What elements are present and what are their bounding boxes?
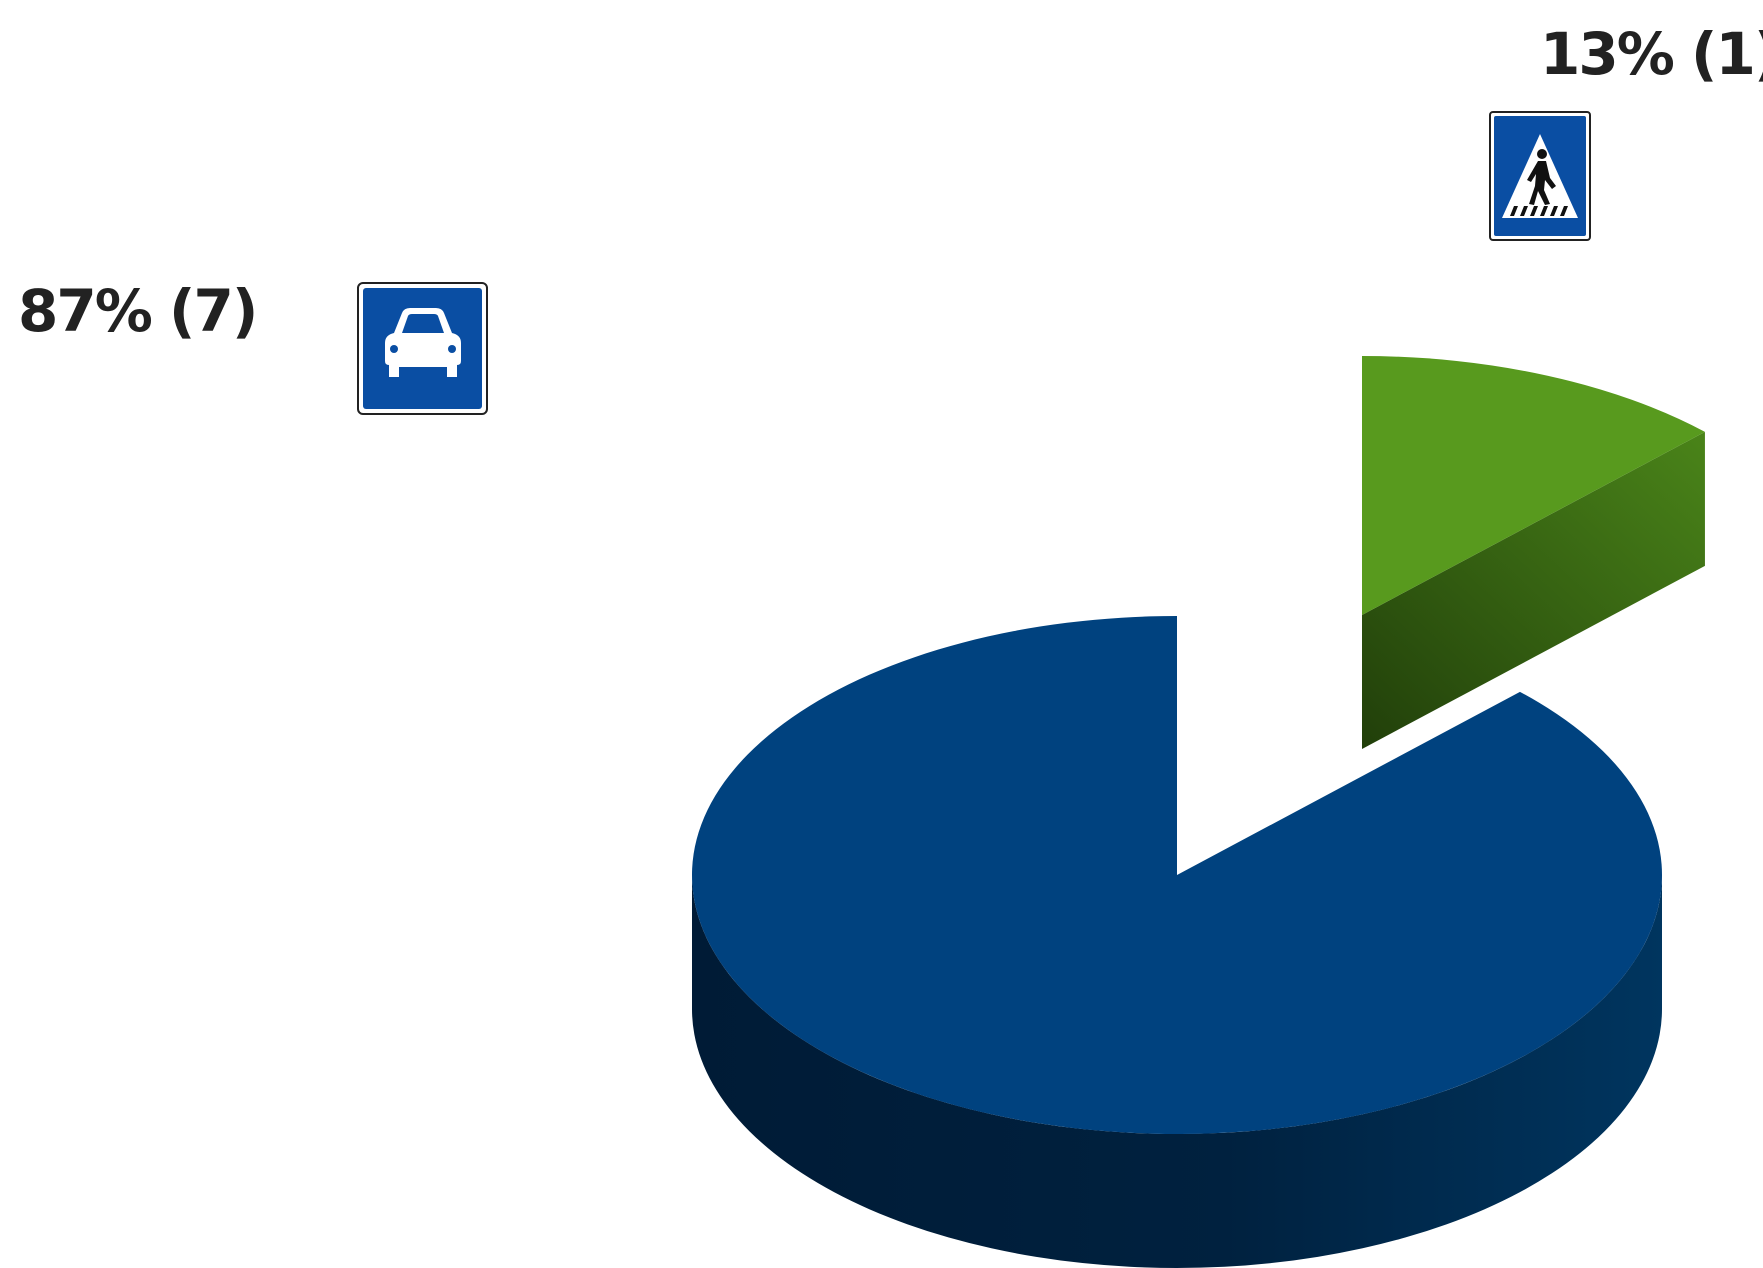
pie-slice-side-car (692, 875, 1662, 1268)
car-road-sign-icon (357, 282, 488, 415)
pie-slice-car (692, 616, 1663, 1268)
slice-label-car: 87% (7) (18, 277, 256, 345)
pie-slice-top-pedestrian (1362, 356, 1705, 615)
slice-label-pedestrian: 13% (1) (1540, 20, 1763, 88)
pedestrian-crossing-sign-icon (1489, 111, 1591, 241)
pie-slice-pedestrian (1362, 356, 1705, 749)
pie-slice-top-car (692, 616, 1663, 1134)
pie-slices (692, 356, 1705, 1268)
pie-slice-face-pedestrian (1362, 431, 1705, 749)
